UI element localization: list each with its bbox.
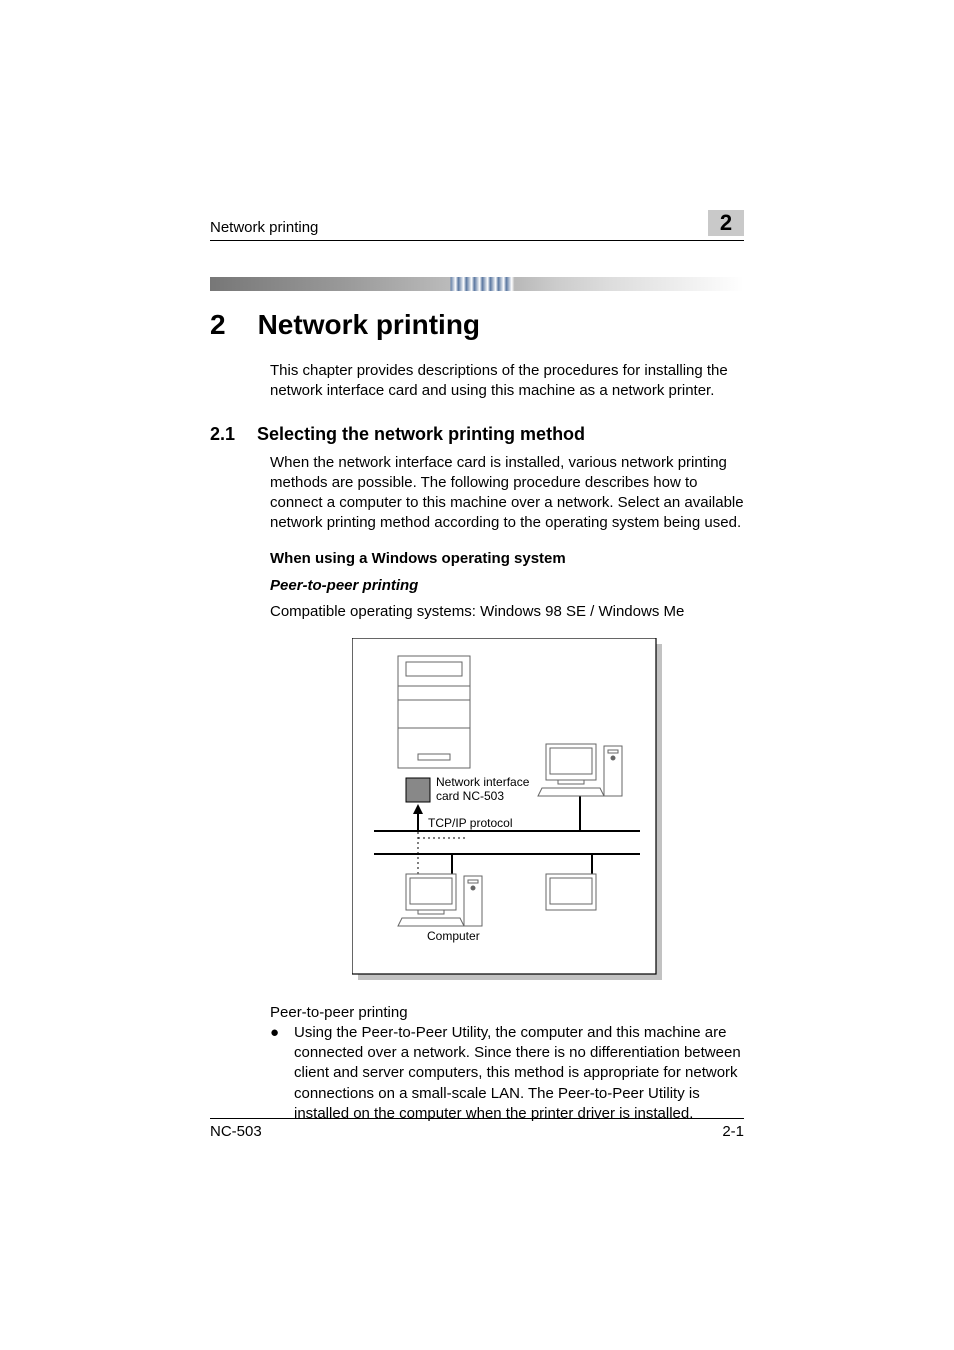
bullet-item: ● Using the Peer-to-Peer Utility, the co… [270, 1023, 744, 1124]
heading-1: 2 Network printing [210, 309, 744, 341]
running-header-title: Network printing [210, 219, 318, 236]
nic-label-2: card NC-503 [436, 789, 504, 803]
bullet-list-intro: Peer-to-peer printing [270, 1004, 744, 1021]
compatibility-line: Compatible operating systems: Windows 98… [270, 602, 744, 622]
h2-number: 2.1 [210, 424, 235, 445]
nic-label-1: Network interface [436, 775, 530, 789]
diagram-container: Network interface card NC-503 TCP/IP pro… [270, 638, 744, 980]
heading-2: 2.1 Selecting the network printing metho… [210, 424, 744, 445]
computer-bottom-left-icon [398, 874, 482, 926]
footer-page-number: 2-1 [722, 1123, 744, 1140]
chapter-number-box: 2 [708, 210, 744, 236]
page-footer: NC-503 2-1 [210, 1118, 744, 1140]
network-diagram: Network interface card NC-503 TCP/IP pro… [352, 638, 662, 980]
h1-number: 2 [210, 309, 226, 341]
chapter-intro-paragraph: This chapter provides descriptions of th… [270, 361, 744, 402]
footer-model: NC-503 [210, 1123, 262, 1140]
running-header: Network printing 2 [210, 210, 744, 241]
bullet-text: Using the Peer-to-Peer Utility, the comp… [294, 1024, 741, 1122]
h2-title: Selecting the network printing method [257, 424, 585, 445]
decorative-gradient-bar [210, 277, 744, 291]
computer-bottom-right-icon [546, 874, 596, 910]
heading-4: Peer-to-peer printing [270, 577, 744, 594]
document-page: Network printing 2 2 Network printing Th… [0, 0, 954, 1350]
h1-title: Network printing [258, 309, 480, 341]
heading-3: When using a Windows operating system [270, 550, 744, 567]
bullet-marker-icon: ● [270, 1023, 294, 1043]
protocol-label: TCP/IP protocol [428, 816, 512, 830]
printer-icon [398, 656, 470, 768]
nic-box-icon [406, 778, 430, 802]
section-paragraph: When the network interface card is insta… [270, 453, 744, 534]
computer-label: Computer [427, 929, 480, 943]
computer-top-right-icon [538, 744, 622, 796]
